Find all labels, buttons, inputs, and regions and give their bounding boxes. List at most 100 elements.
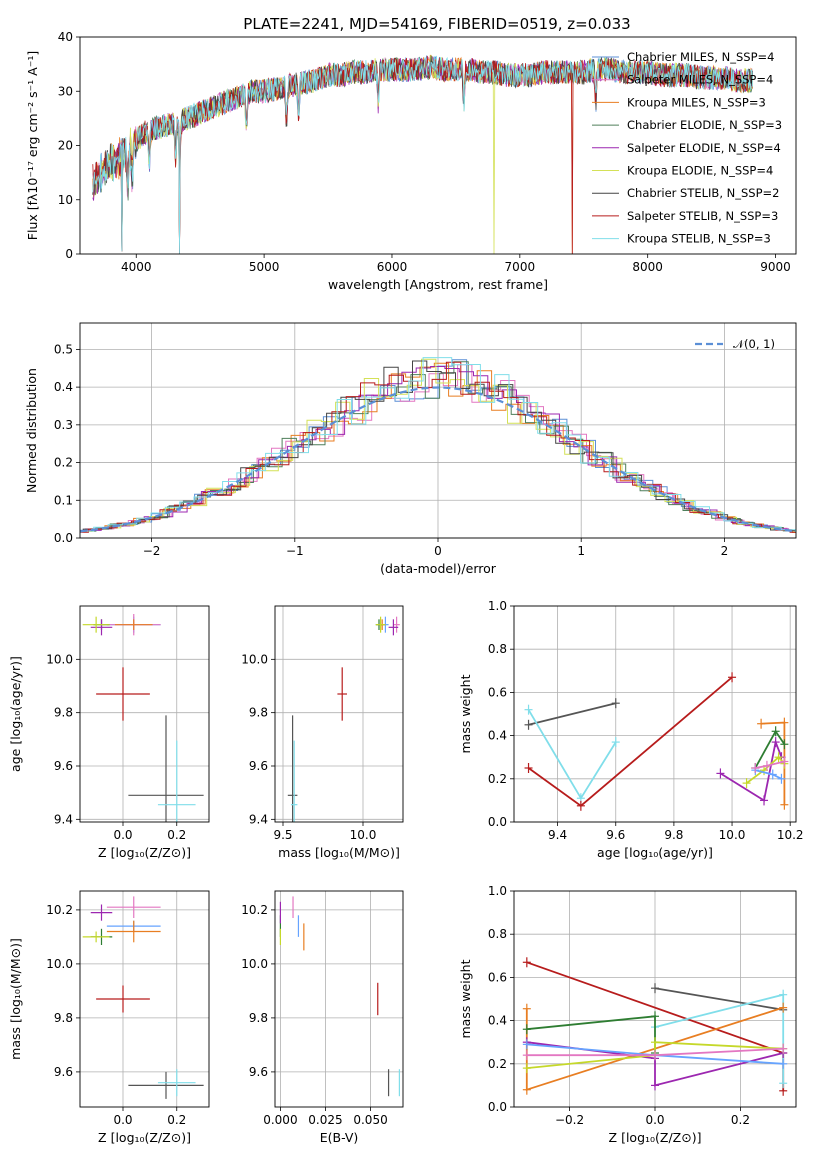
legend-label: Chabrier STELIB, N_SSP=2 [627,186,779,200]
y-tick-label: 9.6 [249,759,268,773]
y-tick-label: 10.0 [46,957,73,971]
data-marker [651,983,659,994]
panel-mass-vs-Z: 0.0 0.2 9.6 9.8 10.0 10.2 Z [log₁₀(Z/Z⊙)] mass … [8,890,210,1145]
y-axis-label: Normed distribution [24,368,39,493]
x-tick-label: 0.0 [113,1113,132,1127]
y-axis-label: age [log₁₀(age/yr)] [8,656,23,772]
y-tick-label: 0.2 [54,456,73,470]
x-axis-label: wavelength [Angstrom, rest frame] [328,277,548,292]
plot-area [524,672,789,811]
x-tick-label: 0 [434,544,442,558]
y-tick-label: 0.4 [488,1014,507,1028]
weight-series [528,702,617,726]
x-axis-label: age [log₁₀(age/yr)] [597,845,713,860]
data-marker [771,737,780,748]
weight-series [527,709,617,800]
errorbar-point [388,619,399,636]
axes-frame [79,890,210,1108]
legend-label: Kroupa STELIB, N_SSP=3 [627,232,771,246]
errorbar-point [337,667,347,721]
legend-label: Kroupa ELODIE, N_SSP=4 [627,164,773,178]
legend-label: Chabrier MILES, N_SSP=4 [627,50,774,64]
data-marker [522,1039,531,1050]
panel-residuals: −2 −1 0 1 2 0.0 0.1 0.2 0.3 0.4 0.5 (data-model)/er… [24,322,797,576]
data-marker [522,1003,531,1014]
data-marker [611,698,620,709]
data-marker [771,726,780,737]
y-tick-label: 0.1 [54,493,73,507]
residual-histogram [80,366,796,532]
x-axis-label: Z [log₁₀(Z/Z⊙)] [98,845,191,860]
y-tick-label: 0.2 [488,772,507,786]
x-tick-label: 8000 [632,260,663,274]
data-marker [757,718,766,729]
y-tick-label: 0 [65,247,73,261]
data-marker [779,1043,788,1054]
axes-frame [79,36,797,255]
y-tick-label: 0.0 [488,1100,507,1114]
x-tick-label: 6000 [377,260,408,274]
x-tick-label: 0.025 [308,1113,342,1127]
y-tick-label: 9.8 [54,706,73,720]
data-marker [522,1084,531,1095]
y-tick-label: 0.8 [488,927,507,941]
data-marker [779,989,788,1000]
weight-series [719,738,783,802]
y-tick-label: 9.6 [54,1065,73,1079]
residual-histogram [80,361,796,533]
errorbar-point [96,667,150,721]
plot-area [287,616,400,822]
y-tick-label: 0.3 [54,418,73,432]
data-marker [779,1002,788,1013]
errorbar-point [291,740,298,822]
x-axis-label: (data-model)/error [380,561,497,576]
spectrum-series [92,55,753,254]
legend-label: Chabrier ELODIE, N_SSP=3 [627,118,782,132]
x-tick-label: −2 [143,544,161,558]
y-tick-label: 20 [58,139,73,153]
data-marker [522,957,531,968]
panel-age-vs-mass: 9.5 10.0 9.4 9.6 9.8 10.0 mass [log₁₀(M/M⊙)] [241,605,404,860]
data-marker [751,763,760,773]
data-marker [522,1024,531,1035]
x-tick-label: 4000 [121,260,152,274]
y-tick-label: 1.0 [488,599,507,613]
errorbar-point [106,920,161,943]
axes-frame [79,605,210,823]
weight-series [527,676,733,807]
legend-label: Kroupa MILES, N_SSP=3 [627,95,766,109]
axes-frame [513,890,797,1108]
normal-curve [80,386,796,533]
figure-title: PLATE=2241, MJD=54169, FIBERID=0519, z=0… [243,15,630,33]
x-tick-label: 10.0 [719,828,746,842]
x-tick-label: 0.2 [167,1113,186,1127]
data-marker [524,719,533,730]
plot-area [82,896,204,1099]
data-marker [716,768,725,779]
legend: Chabrier MILES, N_SSP=4 Salpeter MILES, N… [592,50,782,246]
x-tick-label: −1 [286,544,304,558]
grid-lines [275,606,403,822]
residual-histogram [80,362,796,533]
y-tick-label: 9.8 [249,1011,268,1025]
data-marker [651,1050,659,1061]
data-marker [779,1058,788,1069]
axes-frame [513,605,797,823]
y-axis-label: Flux [fλ10⁻¹⁷ erg cm⁻² s⁻¹ A⁻¹] [25,51,40,240]
grid-lines [514,605,796,823]
panel-weight-vs-Z: −0.2 0.0 0.2 0.0 0.2 0.4 0.6 0.8 1.0 Z [log₁₀(Z/Z… [458,884,797,1145]
plot-area [522,957,788,1096]
y-tick-label: 0.6 [488,970,507,984]
y-axis-label: mass weight [458,959,473,1038]
x-tick-label: 0.2 [167,828,186,842]
panel-mass-vs-EBV: 0.000 0.025 0.050 9.6 9.8 10.0 10.2 E(B-V) [241,890,404,1145]
y-tick-label: 0.8 [488,642,507,656]
y-tick-label: 40 [58,30,73,44]
data-marker [524,704,533,715]
x-tick-label: 0.2 [731,1113,750,1127]
data-marker [576,800,585,811]
x-tick-label: 2 [721,544,729,558]
errorbar-point [82,616,110,633]
panel-weight-vs-age: 9.4 9.6 9.8 10.0 10.2 0.0 0.2 0.4 0.6 0.8 1.0 age [… [458,599,804,860]
data-marker [651,1080,659,1091]
